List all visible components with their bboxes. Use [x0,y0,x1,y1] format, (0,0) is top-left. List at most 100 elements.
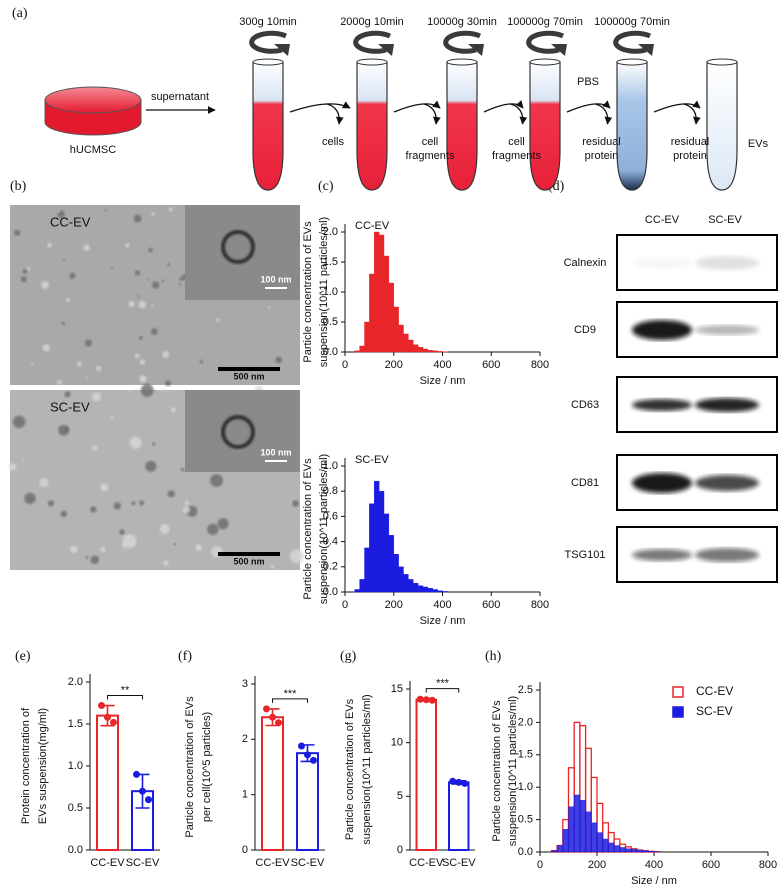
removed-label: fragments [406,150,455,162]
histogram-bar [608,842,615,853]
y-axis-label: suspension(10^11 particles/ml) [361,694,373,844]
particle [159,523,170,534]
y-tick-label: 0 [242,844,248,856]
particle [12,415,26,429]
data-point [145,796,152,804]
y-tick-label: 10 [391,737,403,749]
histogram-bar [398,566,404,593]
x-tick-label: 400 [433,359,451,371]
x-tick-label: 800 [531,599,549,611]
data-point [304,751,311,759]
protein-label: CD9 [574,324,596,336]
band [695,256,759,270]
data-point [461,779,469,787]
x-tick-label: CC-EV [409,857,444,869]
histogram-bar [422,348,429,353]
particle [57,210,61,213]
particle [165,380,171,387]
histogram-bar [613,845,620,853]
x-tick-label: 400 [645,859,663,871]
band [632,399,692,411]
particle [39,478,49,488]
particle [64,391,71,398]
histogram-bar [642,850,649,853]
scale-bar [218,367,280,371]
band [632,549,692,561]
flow-arrow [653,100,701,113]
histogram-bar [383,255,390,353]
particle [26,267,31,271]
panel-label: (e) [15,649,31,664]
step-label: 2000g 10min [340,16,404,28]
histogram-bar [602,838,609,853]
rotor-head [468,44,484,56]
particle [268,306,271,309]
significance-bracket [272,698,308,703]
particle [21,457,25,461]
particle [270,565,275,569]
particle [207,523,219,536]
histogram-bar [393,554,399,593]
x-tick-label: 200 [588,859,606,871]
particle [170,407,176,413]
y-tick-label: 0.2 [323,561,338,573]
x-tick-label: 600 [482,359,500,371]
particle [133,214,142,223]
y-tick-label: 0.0 [68,844,83,856]
x-tick-label: 600 [702,859,720,871]
particle [139,375,147,383]
removed-label: residual [671,136,710,148]
x-axis-label: Size / nm [631,875,677,887]
histogram-bar [369,273,375,353]
particle [92,445,98,451]
legend-label: SC-EV [696,704,733,718]
inset-vesicle [221,230,255,264]
step-label: 100000g 70min [594,16,670,28]
y-axis-label: Particle concentration of EVs [344,698,356,840]
particle [58,424,70,436]
histogram-bar [417,585,424,593]
histogram-bar [359,345,365,353]
y-tick-label: 0.5 [323,316,338,328]
y-tick-label: 0.0 [323,346,338,358]
protein-label: CD81 [571,477,599,489]
tube-rim [529,58,561,66]
data-point [422,696,430,704]
rotor-arrow [526,30,565,54]
histogram-bar [625,848,632,853]
histogram-bar [437,590,443,593]
particle [131,501,136,506]
scale-label: 500 nm [233,556,264,566]
panel-label: (a) [12,6,28,21]
y-axis-label: Particle concentration of EVs [184,696,196,838]
removed-label: cell [508,136,525,148]
particle [100,483,109,492]
data-point [263,705,270,713]
particle [13,229,21,236]
particle [42,344,50,352]
particle [122,548,126,552]
histogram-bar [403,574,409,593]
bar [296,752,319,852]
data-point [298,742,305,750]
rotor-head [551,44,567,56]
histogram-bar [354,350,360,353]
x-tick-label: 800 [531,359,549,371]
step-label: 300g 10min [239,16,297,28]
significance-bracket [425,688,460,693]
y-tick-label: 2.0 [518,716,533,728]
x-tick-label: 800 [759,859,777,871]
tube-rim [706,58,738,66]
particle [162,351,170,359]
particle [110,266,114,270]
particle [178,283,182,286]
particle [60,510,68,518]
band [695,475,759,491]
x-tick-label: 200 [385,599,403,611]
histogram-bar [427,350,433,353]
histogram-bar [579,799,586,853]
panel-label: (g) [340,649,357,664]
particle [151,212,156,217]
y-tick-label: 2 [242,733,248,745]
